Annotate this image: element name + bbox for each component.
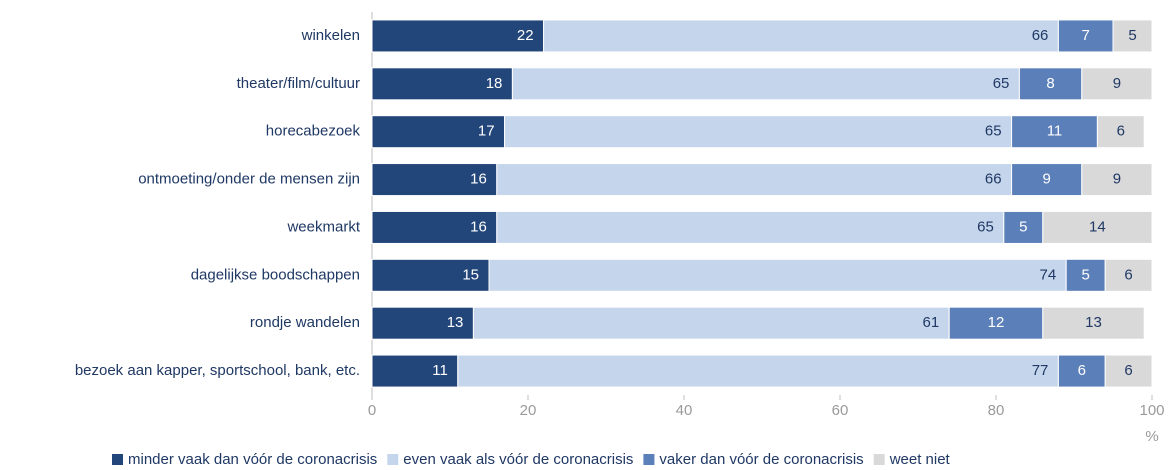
bar-segment [1065,258,1106,292]
data-label: 15 [462,266,479,283]
legend-label: weet niet [889,451,951,465]
bar-segment [1011,163,1083,197]
data-label: 9 [1113,171,1121,188]
bar-segment [472,306,950,340]
legend-label: minder vaak dan vóór de coronacrisis [128,451,377,465]
data-label: 6 [1124,362,1132,379]
category-label: horecabezoek [266,123,361,140]
bar-segment [1057,354,1106,388]
data-label: 11 [432,362,448,379]
data-label: 12 [988,314,1005,331]
bar-segment [1003,210,1044,244]
data-label: 14 [1089,218,1106,235]
bar-segment [457,354,1059,388]
x-axis-label: % [1145,428,1158,445]
bar-segment [371,210,498,244]
data-label: 65 [985,123,1002,140]
data-label: 16 [470,171,487,188]
legend-label: even vaak als vóór de coronacrisis [403,451,633,465]
data-label: 5 [1019,218,1027,235]
data-label: 7 [1082,27,1090,44]
data-label: 8 [1046,75,1054,92]
data-label: 65 [977,218,994,235]
legend-swatch [387,454,399,465]
legend-swatch [112,454,123,465]
category-label: theater/film/cultuur [237,75,360,92]
bar-segment [504,115,1013,149]
data-label: 66 [1032,27,1049,44]
data-label: 65 [993,75,1010,92]
bar-segment [496,163,1013,197]
x-tick-label: 0 [368,402,376,419]
data-label: 18 [486,75,503,92]
bar-segment [1042,210,1153,244]
data-label: 13 [1085,314,1102,331]
x-tick-label: 80 [988,402,1005,419]
bar-segment [1112,19,1153,53]
bar-segment [1104,354,1153,388]
bar-segment [1042,306,1145,340]
bar-segment [1057,19,1114,53]
bar-segment [1081,163,1153,197]
x-tick-label: 60 [832,402,849,419]
legend-label: vaker dan vóór de coronacrisis [659,451,863,465]
data-label: 6 [1078,362,1086,379]
category-label: dagelijkse boodschappen [191,266,360,283]
bar-segment [496,210,1005,244]
category-label: bezoek aan kapper, sportschool, bank, et… [75,362,360,379]
data-label: 77 [1032,362,1049,379]
category-label: rondje wandelen [250,314,360,331]
bar-segment [371,258,490,292]
category-label: weekmarkt [286,218,360,235]
data-label: 6 [1117,123,1125,140]
x-tick-label: 40 [676,402,693,419]
bar-segment [371,306,474,340]
data-label: 74 [1040,266,1057,283]
data-label: 22 [517,27,534,44]
data-label: 61 [923,314,940,331]
bar-segment [543,19,1059,53]
legend-swatch [873,454,885,465]
data-label: 5 [1082,266,1090,283]
data-label: 16 [470,218,487,235]
bar-segment [511,67,1020,101]
bar-segment [1018,67,1083,101]
bar-segment [1096,115,1145,149]
bar-segment [371,19,545,53]
data-label: 9 [1113,75,1121,92]
data-label: 66 [985,171,1002,188]
bar-segment [488,258,1067,292]
legend-swatch [643,454,655,465]
x-tick-label: 100 [1139,402,1164,419]
data-label: 9 [1043,171,1051,188]
category-label: winkelen [301,27,360,44]
data-label: 13 [447,314,464,331]
data-label: 17 [478,123,495,140]
bar-segment [371,67,513,101]
data-label: 11 [1047,123,1063,140]
bar-segment [948,306,1044,340]
bar-segment [371,354,459,388]
bar-segment [1104,258,1153,292]
data-label: 6 [1124,266,1132,283]
data-label: 5 [1128,27,1136,44]
x-tick-label: 20 [520,402,537,419]
category-label: ontmoeting/onder de mensen zijn [138,171,360,188]
bar-segment [1081,67,1153,101]
